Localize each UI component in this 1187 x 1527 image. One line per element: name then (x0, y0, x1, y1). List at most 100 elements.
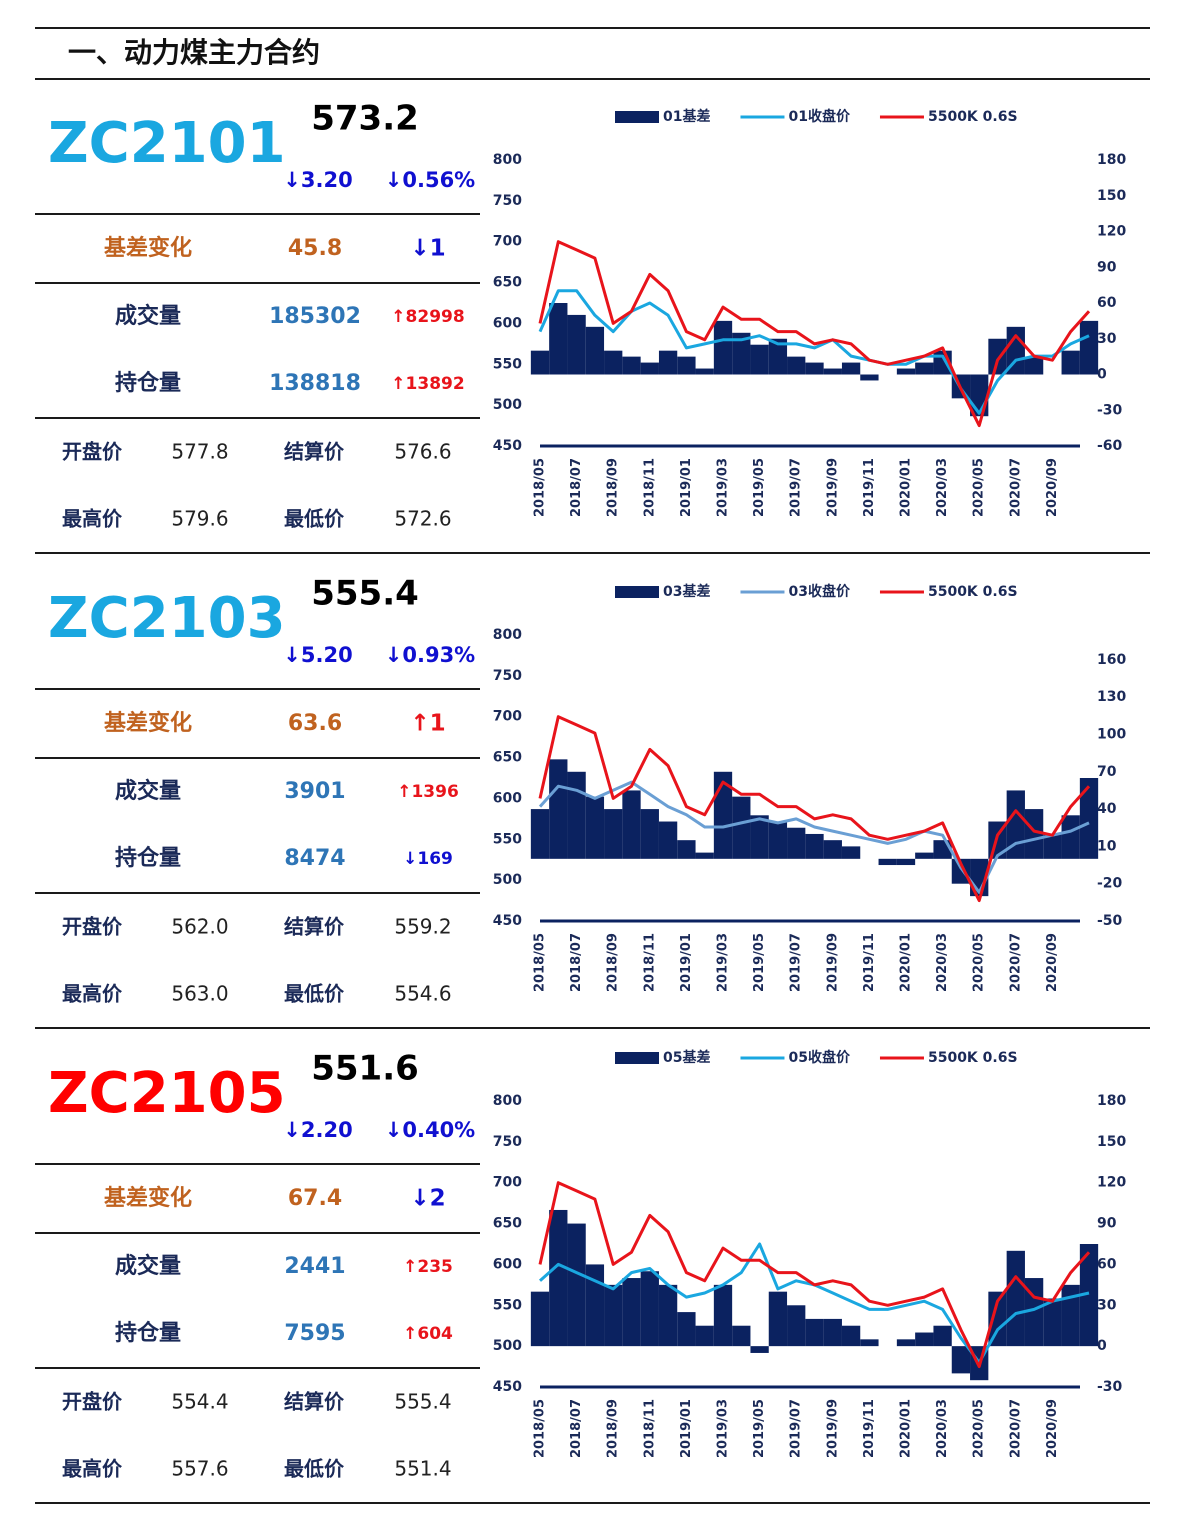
y2-tick-label: 160 (1097, 652, 1126, 668)
basis-bar (805, 1318, 824, 1347)
y2-tick-label: 30 (1097, 1297, 1117, 1313)
basis-bar (787, 1305, 806, 1347)
ohlc-label: 最低价 (284, 1457, 345, 1481)
y-tick-label: 800 (493, 627, 522, 643)
legend-swatch (615, 586, 659, 598)
ohlc-value: 554.6 (394, 982, 451, 1006)
basis-bar (787, 827, 806, 859)
basis-bar (750, 815, 769, 859)
x-tick-label: 2018/09 (606, 933, 621, 992)
basis-bar (732, 332, 751, 375)
y2-tick-label: 120 (1097, 224, 1126, 240)
legend-label: 03收盘价 (788, 583, 850, 600)
basis-bar (530, 809, 550, 859)
y-tick-label: 550 (493, 1297, 522, 1313)
y-tick-label: 600 (493, 790, 522, 806)
basis-bar (677, 1312, 696, 1347)
basis-bar (549, 759, 568, 859)
x-tick-label: 2020/07 (1008, 933, 1023, 992)
row-label: 基差变化 (104, 1185, 192, 1211)
basis-bar (951, 1346, 971, 1374)
ohlc-label: 开盘价 (62, 915, 123, 939)
basis-bar (640, 362, 659, 375)
row-change: ↑235 (403, 1257, 453, 1277)
x-tick-label: 2018/05 (533, 933, 548, 992)
row-label: 持仓量 (115, 1320, 181, 1346)
x-tick-label: 2019/03 (716, 1399, 731, 1458)
row-change: ↓169 (403, 849, 453, 869)
last-price: 573.2 (311, 99, 419, 139)
row-change: ↑604 (403, 1324, 453, 1344)
basis-bar (585, 1264, 605, 1347)
basis-bar (750, 344, 769, 375)
legend-label: 5500K 0.6S (928, 1050, 1018, 1066)
basis-bar (567, 314, 586, 375)
basis-bar (585, 796, 605, 859)
y2-tick-label: 0 (1097, 1338, 1107, 1354)
ohlc-value: 572.6 (394, 507, 451, 531)
x-tick-label: 2018/07 (569, 458, 584, 517)
x-tick-label: 2019/03 (716, 458, 731, 517)
price-change: ↓2.20 (283, 1118, 352, 1142)
basis-bar (713, 1284, 733, 1347)
ohlc-label: 最低价 (284, 982, 345, 1006)
basis-bar (1024, 356, 1044, 375)
y-tick-label: 500 (493, 397, 522, 413)
basis-bar (1079, 320, 1099, 375)
x-tick-label: 2018/05 (533, 1399, 548, 1458)
x-tick-label: 2018/11 (642, 1399, 657, 1458)
x-tick-label: 2018/11 (642, 933, 657, 992)
y2-tick-label: 130 (1097, 689, 1126, 705)
basis-bar (915, 852, 934, 859)
price-change-pct: ↓0.40% (385, 1118, 475, 1142)
chart: 450 500 550 600 650 700 750 800 -50 -20 10 40 70 100 1… (493, 583, 1127, 992)
row-change: ↓1 (410, 236, 445, 262)
x-tick-label: 2019/05 (752, 933, 767, 992)
basis-bar (677, 356, 696, 375)
x-tick-label: 2019/07 (789, 933, 804, 992)
price-line (538, 715, 1091, 903)
x-tick-label: 2019/01 (679, 1399, 694, 1458)
legend-label: 05收盘价 (788, 1049, 850, 1066)
basis-bar (841, 846, 861, 859)
x-tick-label: 2020/09 (1045, 458, 1060, 517)
row-value: 185302 (269, 304, 361, 329)
row-value: 67.4 (288, 1186, 342, 1211)
ohlc-label: 最高价 (62, 982, 123, 1006)
row-value: 3901 (284, 779, 345, 804)
basis-bar (1079, 778, 1099, 859)
x-tick-label: 2019/07 (789, 458, 804, 517)
x-tick-label: 2018/09 (606, 1399, 621, 1458)
y2-tick-label: 90 (1097, 1216, 1117, 1232)
ohlc-value: 579.6 (171, 507, 228, 531)
row-value: 63.6 (288, 711, 342, 736)
basis-bar (658, 350, 678, 375)
price-line (538, 240, 1091, 428)
y-tick-label: 800 (493, 1093, 522, 1109)
y2-tick-label: 40 (1097, 801, 1117, 817)
row-value: 7595 (284, 1321, 345, 1346)
y2-tick-label: 150 (1097, 1134, 1126, 1150)
basis-bar (1079, 1244, 1099, 1347)
basis-bar (604, 1284, 623, 1347)
ohlc-value: 551.4 (394, 1457, 451, 1481)
basis-bar (1043, 1298, 1062, 1347)
row-value: 45.8 (288, 236, 342, 261)
x-tick-label: 2018/09 (606, 458, 621, 517)
basis-bar (805, 362, 824, 375)
row-label: 持仓量 (115, 845, 181, 871)
basis-bar (841, 362, 861, 375)
basis-bar (695, 852, 714, 859)
x-tick-label: 2020/07 (1008, 458, 1023, 517)
y-tick-label: 450 (493, 438, 522, 454)
ohlc-value: 577.8 (171, 440, 228, 464)
price-line (538, 1181, 1091, 1369)
x-tick-label: 2019/09 (825, 1399, 840, 1458)
legend-swatch (615, 111, 659, 123)
basis-bar (860, 374, 879, 381)
basis-bar (896, 1339, 916, 1347)
y-tick-label: 550 (493, 356, 522, 372)
price-line (538, 780, 1090, 894)
x-tick-label: 2020/01 (899, 458, 914, 517)
y2-tick-label: 30 (1097, 331, 1117, 347)
